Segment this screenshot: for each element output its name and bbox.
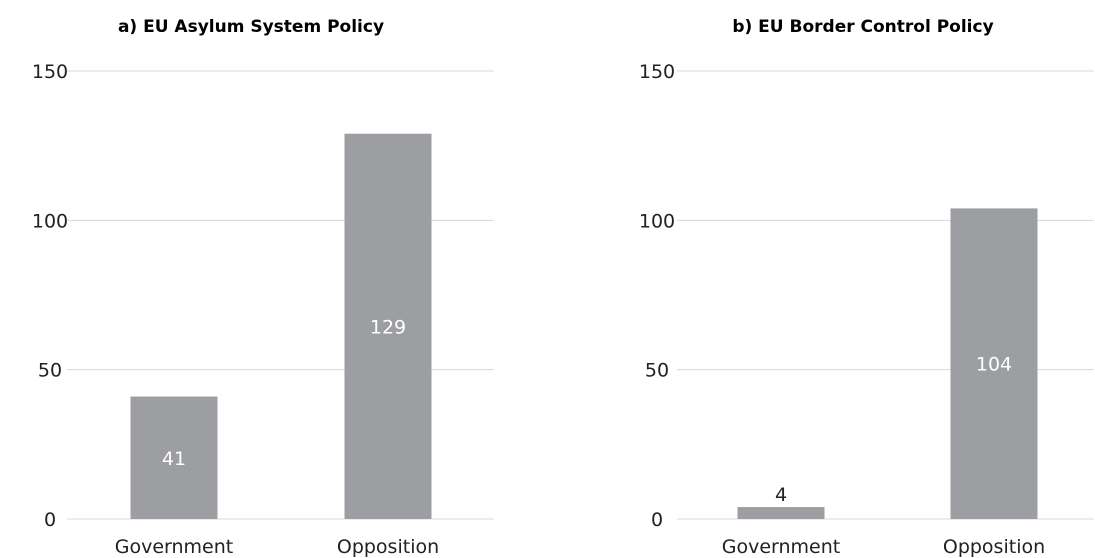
data-label: 129 xyxy=(370,316,406,338)
chart-panel-border: b) EU Border Control Policy 0 50 100 150 4 Go… xyxy=(639,17,1094,558)
y-tick-label: 0 xyxy=(44,509,56,531)
x-category-label: Opposition xyxy=(337,536,439,558)
y-tick-label: 50 xyxy=(645,360,669,382)
bar-opposition xyxy=(344,133,432,519)
x-category-label: Opposition xyxy=(943,536,1045,558)
bar-opposition xyxy=(950,208,1038,520)
chart-title: a) EU Asylum System Policy xyxy=(118,17,384,37)
y-tick-label: 50 xyxy=(38,360,62,382)
chart-panel-asylum: a) EU Asylum System Policy 0 50 100 150 41 Go… xyxy=(32,17,494,558)
y-tick-label: 150 xyxy=(639,61,675,83)
x-category-label: Government xyxy=(722,536,841,558)
x-category-label: Government xyxy=(115,536,234,558)
bar-government xyxy=(130,396,218,519)
y-tick-label: 100 xyxy=(32,210,68,232)
data-label: 4 xyxy=(775,484,787,506)
y-tick-label: 100 xyxy=(639,210,675,232)
bar-government xyxy=(737,507,825,519)
data-label: 104 xyxy=(976,354,1012,376)
chart-title: b) EU Border Control Policy xyxy=(732,17,993,37)
y-tick-label: 0 xyxy=(651,509,663,531)
y-tick-label: 150 xyxy=(32,61,68,83)
data-label: 41 xyxy=(162,448,186,470)
